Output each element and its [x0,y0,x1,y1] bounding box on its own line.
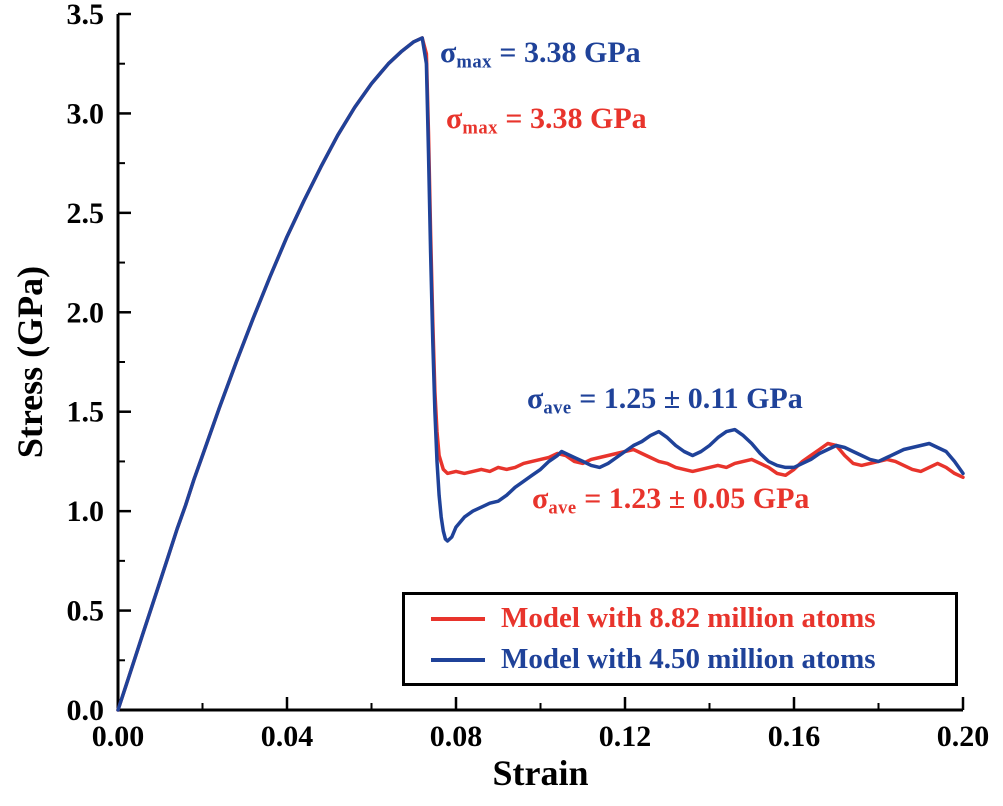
annotation-sigma-max-red: σmax = 3.38 GPa [446,102,647,140]
sigma-symbol: σ [446,102,463,135]
sigma-symbol: σ [527,382,544,415]
legend-label-red: Model with 8.82 million atoms [501,602,876,634]
series-curve-blue [116,36,965,712]
sigma-subscript: ave [548,497,577,519]
y-tick-label: 2.5 [67,197,105,230]
x-tick-label: 0.20 [937,720,990,753]
sigma-symbol: σ [532,482,549,515]
annotation-sigma-ave-red: σave = 1.23 ± 0.05 GPa [532,482,809,520]
sigma-value: = 3.38 GPa [491,36,641,69]
sigma-value: = 1.23 ± 0.05 GPa [576,482,810,515]
legend-line-swatch-red [431,616,485,621]
y-axis-title: Stress (GPa) [10,265,50,459]
legend-box: Model with 8.82 million atoms Model with… [402,592,958,686]
legend-entry-blue: Model with 4.50 million atoms [431,643,955,676]
legend-entry-red: Model with 8.82 million atoms [431,602,955,635]
x-tick-label: 0.00 [92,720,145,753]
sigma-symbol: σ [440,36,457,69]
y-tick-label: 1.5 [67,396,105,429]
x-tick-label: 0.12 [599,720,652,753]
y-tick-label: 3.5 [67,0,105,31]
x-tick-label: 0.16 [768,720,821,753]
y-tick-label: 1.0 [67,495,105,528]
sigma-subscript: max [462,117,498,139]
y-tick-label: 3.0 [67,97,105,130]
x-tick-label: 0.04 [261,720,314,753]
sigma-subscript: max [456,51,492,73]
annotation-sigma-max-blue: σmax = 3.38 GPa [440,36,641,74]
sigma-value: = 1.25 ± 0.11 GPa [571,382,803,415]
legend-line-swatch-blue [431,657,485,662]
y-tick-label: 0.0 [67,694,105,727]
legend-label-blue: Model with 4.50 million atoms [501,643,876,675]
sigma-subscript: ave [543,397,572,419]
annotation-sigma-ave-blue: σave = 1.25 ± 0.11 GPa [527,382,803,420]
sigma-value: = 3.38 GPa [497,102,647,135]
y-tick-label: 0.5 [67,595,105,628]
x-tick-label: 0.08 [430,720,483,753]
x-axis-title: Strain [492,753,589,793]
y-tick-label: 2.0 [67,296,105,329]
